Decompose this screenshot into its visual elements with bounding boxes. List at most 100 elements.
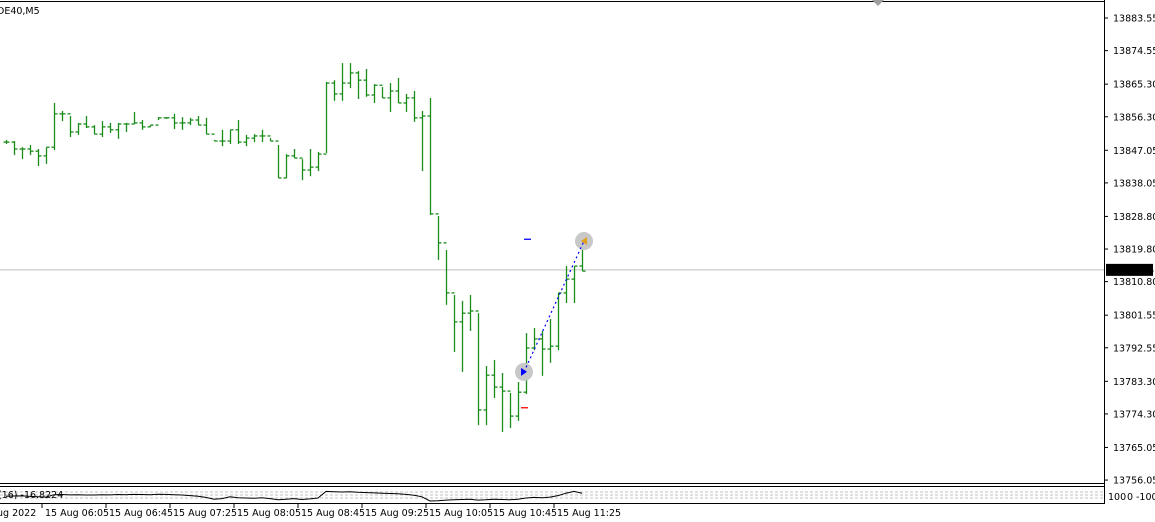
ohlc-bar bbox=[171, 113, 178, 130]
ohlc-bar bbox=[251, 134, 258, 143]
ohlc-bar bbox=[107, 122, 114, 134]
price-tick-label: 13865.30 bbox=[1113, 80, 1155, 91]
trade-markers bbox=[515, 232, 593, 409]
trade-line bbox=[523, 240, 585, 373]
ohlc-bar bbox=[267, 135, 274, 142]
ohlc-bar bbox=[91, 125, 98, 135]
ohlc-bar bbox=[11, 141, 18, 156]
ohlc-bar bbox=[179, 117, 186, 130]
ohlc-bar bbox=[515, 382, 522, 421]
price-tick-label: 13883.55 bbox=[1113, 14, 1155, 25]
ohlc-bar bbox=[43, 146, 50, 164]
time-axis: ug 2022 15 Aug 06:05 15 Aug 06:45 15 Aug 07… bbox=[0, 504, 621, 519]
ohlc-bar bbox=[307, 149, 314, 177]
price-tick-label: 13756.05 bbox=[1113, 476, 1155, 487]
ohlc-bar bbox=[235, 120, 242, 144]
ohlc-bar bbox=[227, 129, 234, 144]
ohlc-bar bbox=[291, 149, 298, 159]
ohlc-bar bbox=[283, 154, 290, 179]
ohlc-bar bbox=[35, 149, 42, 167]
ohlc-bar bbox=[27, 145, 34, 156]
price-tick-label: 13810.80 bbox=[1113, 277, 1155, 288]
ohlc-bar bbox=[547, 318, 554, 363]
time-label: 15 Aug 07:25 bbox=[173, 508, 237, 519]
current-price-label: 13814.05 bbox=[1109, 265, 1154, 276]
ohlc-bar bbox=[51, 102, 58, 151]
ohlc-bar bbox=[395, 77, 402, 104]
price-tick-label: 13847.05 bbox=[1113, 146, 1155, 157]
ohlc-bar bbox=[403, 93, 410, 113]
ohlc-bar bbox=[203, 117, 210, 135]
ohlc-bar bbox=[115, 122, 122, 139]
ohlc-bar bbox=[163, 117, 170, 119]
ohlc-bar bbox=[339, 63, 346, 101]
ohlc-bar bbox=[571, 265, 578, 304]
ohlc-bar bbox=[467, 295, 474, 331]
price-tick-label: 13792.55 bbox=[1113, 343, 1155, 354]
price-tick-label: 13783.30 bbox=[1113, 377, 1155, 388]
ohlc-bar bbox=[443, 242, 450, 305]
ohlc-bar bbox=[427, 97, 434, 215]
ohlc-bar bbox=[331, 80, 338, 101]
price-tick-label: 13828.80 bbox=[1113, 212, 1155, 223]
indicator-window: 100 0 -100 bbox=[0, 490, 1155, 503]
indicator-line bbox=[5, 490, 583, 502]
ohlc-bar bbox=[459, 300, 466, 372]
time-label: 15 Aug 06:45 bbox=[109, 508, 173, 519]
indicator-level-label: 100 bbox=[1108, 492, 1126, 503]
ohlc-bar bbox=[75, 122, 82, 135]
indicator-label: (16) -16.8224 bbox=[0, 490, 63, 501]
ohlc-bar bbox=[379, 84, 386, 99]
ohlc-bar bbox=[299, 157, 306, 181]
ohlc-bar bbox=[211, 133, 218, 142]
ohlc-bar bbox=[355, 71, 362, 99]
ohlc-bar bbox=[155, 117, 162, 126]
price-tick-label: 13774.30 bbox=[1113, 409, 1155, 420]
ohlc-bar bbox=[475, 310, 482, 426]
ohlc-bar bbox=[243, 134, 250, 147]
ohlc-bar bbox=[131, 112, 138, 125]
close-arrow-icon bbox=[581, 237, 587, 246]
ohlc-bar bbox=[419, 110, 426, 172]
ohlc-bar bbox=[315, 151, 322, 172]
price-bars bbox=[3, 63, 586, 433]
time-label: 15 Aug 10:05 bbox=[429, 508, 493, 519]
ohlc-bar bbox=[187, 117, 194, 126]
ohlc-bar bbox=[491, 359, 498, 398]
ohlc-bar bbox=[363, 68, 370, 97]
ohlc-bar bbox=[323, 81, 330, 155]
price-tick-label: 13819.80 bbox=[1113, 245, 1155, 256]
ohlc-bar bbox=[123, 122, 130, 132]
ohlc-bar bbox=[195, 116, 202, 126]
ohlc-bar bbox=[411, 91, 418, 122]
ohlc-bar bbox=[99, 121, 106, 138]
time-label: 15 Aug 11:25 bbox=[557, 508, 621, 519]
time-label: 15 Aug 08:05 bbox=[237, 508, 301, 519]
time-label: 15 Aug 10:45 bbox=[493, 508, 557, 519]
ohlc-bar bbox=[83, 116, 90, 128]
ohlc-bar bbox=[387, 83, 394, 113]
ohlc-bar bbox=[59, 110, 66, 122]
ohlc-bar bbox=[483, 366, 490, 426]
chart-frame bbox=[0, 0, 1105, 504]
ohlc-bar bbox=[507, 390, 514, 429]
indicator-level-label: 0 bbox=[1127, 492, 1133, 503]
ohlc-bar bbox=[539, 330, 546, 376]
ohlc-bar bbox=[67, 113, 74, 138]
ohlc-bar bbox=[563, 266, 570, 304]
ohlc-bar bbox=[451, 292, 458, 352]
ohlc-bar bbox=[3, 139, 10, 144]
price-tick-label: 13856.30 bbox=[1113, 112, 1155, 123]
price-tick-label: 13838.05 bbox=[1113, 178, 1155, 189]
indicator-level-label: -100 bbox=[1136, 492, 1155, 503]
time-label: ug 2022 bbox=[0, 508, 36, 519]
time-label: 15 Aug 09:25 bbox=[365, 508, 429, 519]
ohlc-bar bbox=[275, 140, 282, 179]
ohlc-bar bbox=[139, 120, 146, 130]
ohlc-bar bbox=[531, 328, 538, 351]
ohlc-bar bbox=[435, 213, 442, 260]
price-tick-label: 13874.55 bbox=[1113, 46, 1155, 57]
ohlc-bar bbox=[147, 124, 154, 128]
time-label: 15 Aug 08:45 bbox=[301, 508, 365, 519]
